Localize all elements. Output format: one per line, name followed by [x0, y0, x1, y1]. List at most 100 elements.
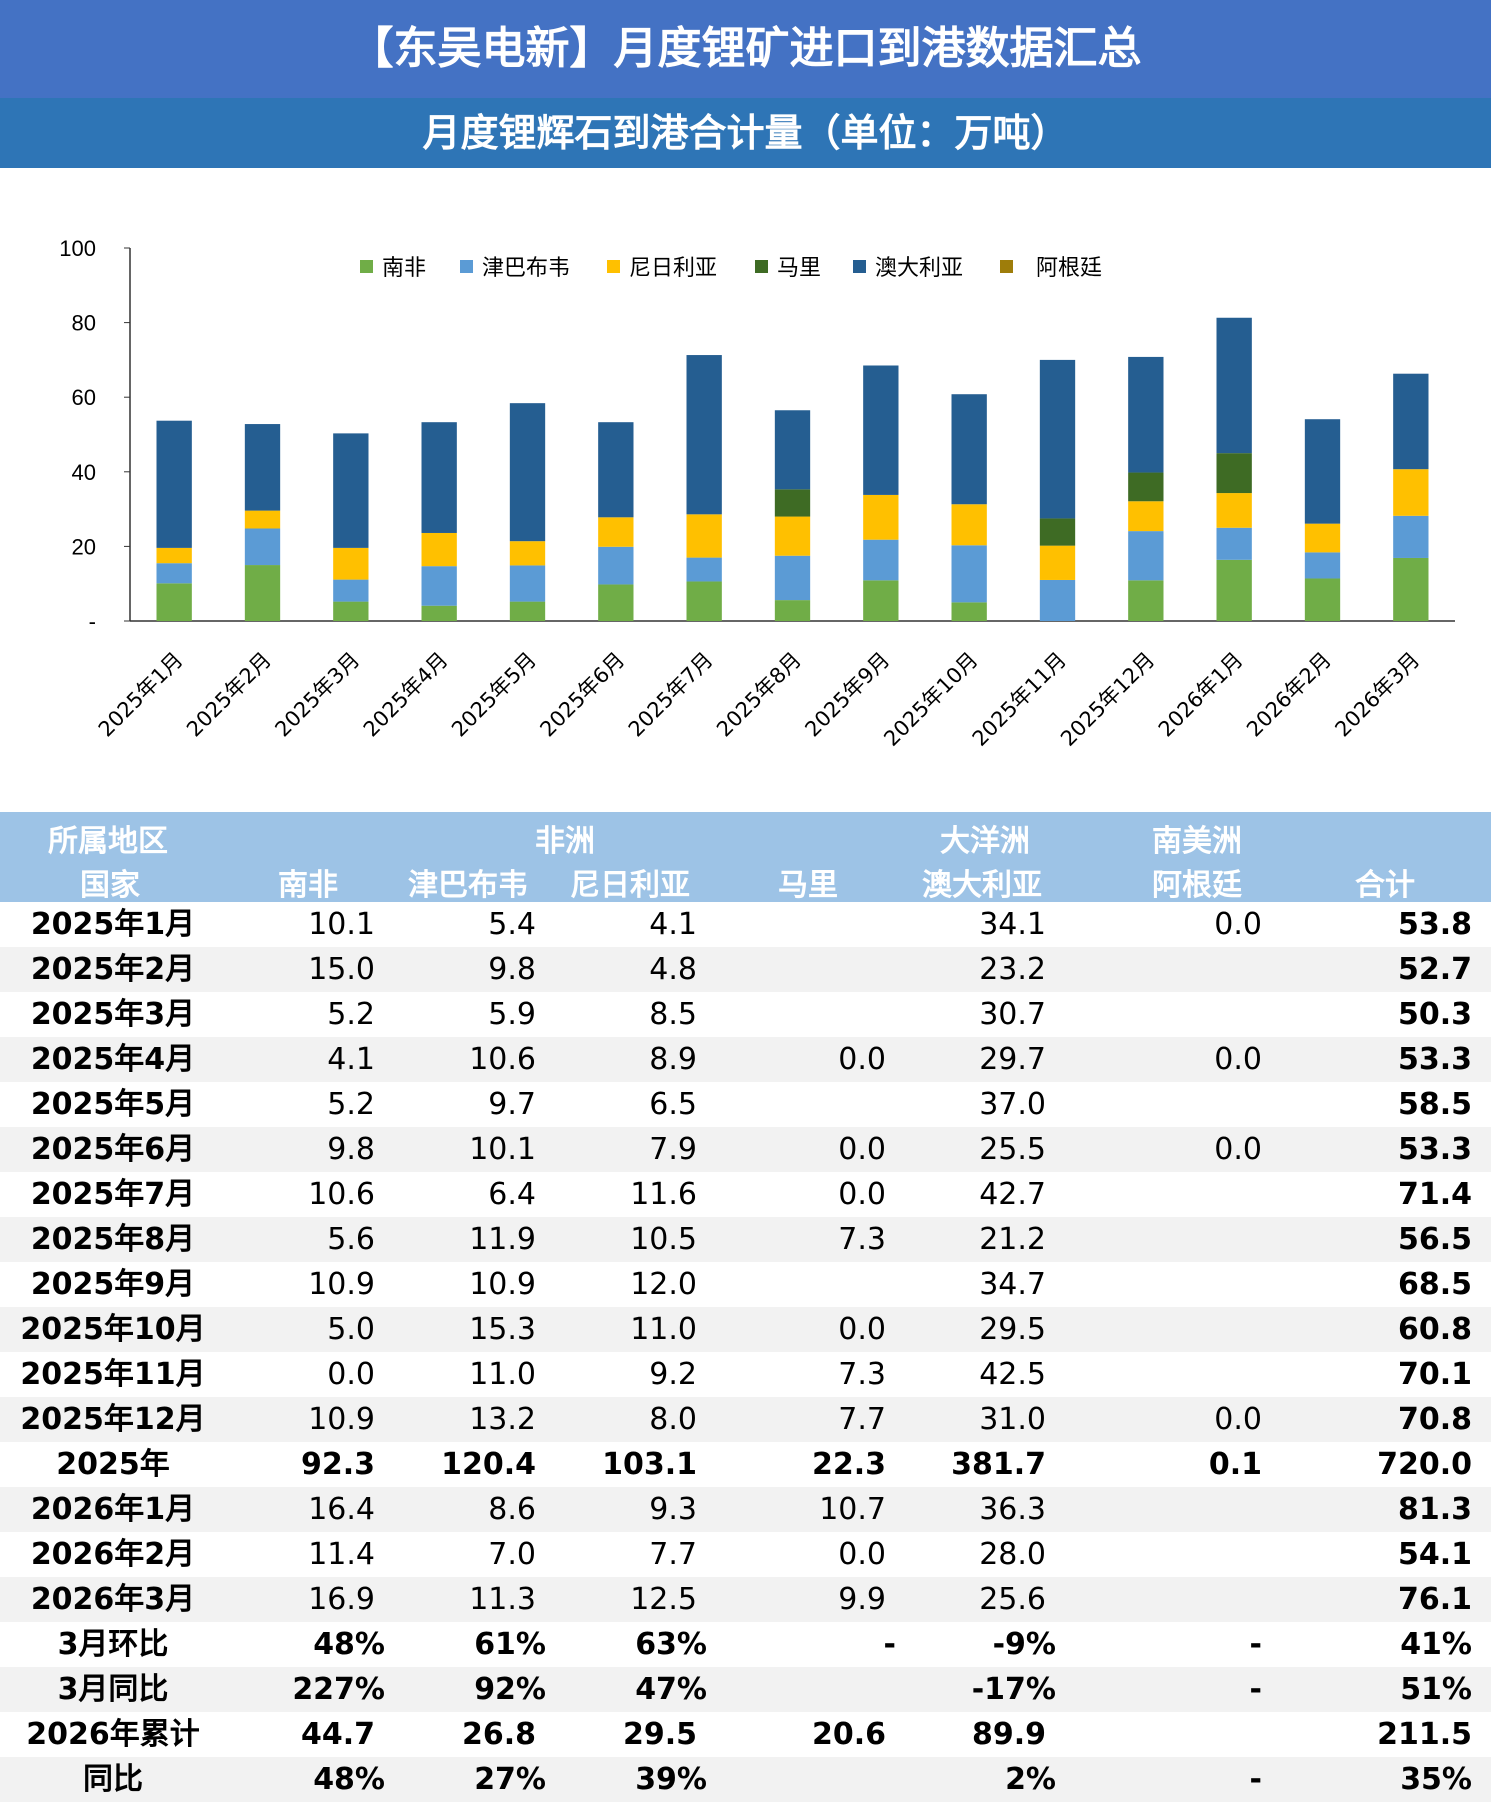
cell-尼日利亚: 8.0	[649, 1402, 697, 1437]
cell-津巴布韦: 92%	[474, 1672, 546, 1707]
header-oceania: 大洋洲	[940, 824, 1030, 859]
cell-合计: 35%	[1400, 1762, 1472, 1797]
cell-南非: 5.2	[327, 1087, 375, 1122]
table-row: 3月环比 48% 61% 63% - -9% - 41%	[0, 1622, 1491, 1667]
bar-segment-1	[863, 539, 899, 581]
bar-segment-0	[1393, 557, 1429, 621]
bar-segment-4	[333, 433, 369, 548]
bar-segment-0	[774, 600, 811, 621]
header-total: 合计	[1355, 868, 1415, 903]
bar-segment-0	[951, 602, 987, 621]
row-label: 2026年累计	[26, 1717, 200, 1752]
y-tick-label: 20	[72, 534, 96, 559]
cell-津巴布韦: 10.1	[469, 1132, 536, 1167]
cell-澳大利亚: 29.7	[979, 1042, 1046, 1077]
row-label: 同比	[83, 1762, 143, 1797]
cell-澳大利亚: 31.0	[979, 1402, 1046, 1437]
cell-合计: 41%	[1400, 1627, 1472, 1662]
cell-合计: 50.3	[1397, 997, 1472, 1032]
table-row: 2025年8月 5.6 11.9 10.5 7.3 21.2 56.5	[0, 1217, 1491, 1262]
bar-segment-3	[1128, 472, 1164, 502]
header-south-africa: 南非	[278, 868, 338, 903]
cell-马里: 22.3	[811, 1447, 886, 1482]
bar-segment-1	[333, 579, 369, 602]
cell-南非: 4.1	[327, 1042, 375, 1077]
cell-合计: 52.7	[1397, 952, 1472, 987]
cell-澳大利亚: 36.3	[979, 1492, 1046, 1527]
bar-segment-4	[1216, 317, 1252, 454]
row-label: 2025年7月	[30, 1177, 196, 1212]
x-tick-label: 2025年8月	[712, 648, 806, 742]
cell-南非: 0.0	[327, 1357, 375, 1392]
cell-合计: 53.3	[1397, 1042, 1472, 1077]
cell-津巴布韦: 10.9	[469, 1267, 536, 1302]
bar-segment-3	[774, 489, 811, 517]
row-label: 2026年3月	[30, 1582, 196, 1617]
bar-segment-4	[1039, 359, 1076, 519]
chart-subtitle: 月度锂辉石到港合计量（单位：万吨）	[0, 98, 1491, 168]
row-label: 2025年4月	[30, 1042, 196, 1077]
bar-segment-0	[1216, 559, 1252, 621]
bar-segment-4	[156, 420, 192, 548]
bar-segment-4	[244, 424, 281, 511]
x-tick-label: 2025年5月	[447, 648, 541, 742]
table-row: 2025年 92.3 120.4 103.1 22.3 381.7 0.1 720.0	[0, 1442, 1491, 1487]
x-tick-label: 2025年6月	[535, 648, 629, 742]
bar-segment-2	[1393, 469, 1429, 516]
bar-segment-2	[333, 547, 369, 580]
bar-segment-0	[863, 580, 899, 621]
cell-津巴布韦: 61%	[474, 1627, 546, 1662]
cell-阿根廷: -	[1249, 1627, 1262, 1662]
row-label: 2026年2月	[30, 1537, 196, 1572]
cell-合计: 56.5	[1397, 1222, 1472, 1257]
cell-阿根廷: 0.0	[1214, 1402, 1262, 1437]
cell-南非: 11.4	[308, 1537, 375, 1572]
cell-澳大利亚: 89.9	[971, 1717, 1046, 1752]
row-label: 3月同比	[57, 1672, 169, 1707]
row-label: 2025年	[56, 1447, 170, 1482]
stacked-bar-chart: - 20 40 60 80 100 2025年1月2025年2月2025年3月2025年4月…	[59, 236, 1455, 751]
bar-segment-4	[509, 403, 546, 542]
cell-尼日利亚: 10.5	[630, 1222, 697, 1257]
bar-segment-0	[333, 601, 369, 621]
bar-segment-2	[421, 532, 457, 567]
bar-segment-1	[244, 528, 281, 566]
bar-segment-1	[509, 565, 546, 602]
cell-津巴布韦: 11.9	[469, 1222, 536, 1257]
bar-segment-4	[1304, 419, 1341, 524]
cell-阿根廷: 0.0	[1214, 1132, 1262, 1167]
cell-合计: 70.8	[1397, 1402, 1472, 1437]
cell-南非: 10.1	[308, 907, 375, 942]
cell-澳大利亚: 381.7	[951, 1447, 1046, 1482]
table-row: 2026年2月 11.4 7.0 7.7 0.0 28.0 54.1	[0, 1532, 1491, 1577]
legend-label: 南非	[382, 256, 426, 281]
cell-马里: 0.0	[838, 1537, 886, 1572]
cell-南非: 5.6	[327, 1222, 375, 1257]
cell-马里: 7.3	[838, 1357, 886, 1392]
bar-segment-4	[1393, 373, 1429, 470]
table-header: 所属地区 非洲 大洋洲 南美洲 国家 南非 津巴布韦 尼日利亚 马里 澳大利亚 …	[0, 812, 1491, 903]
header-mali: 马里	[778, 868, 838, 903]
cell-马里: 7.7	[838, 1402, 886, 1437]
table-row: 同比 48% 27% 39% 2% - 35%	[0, 1757, 1491, 1802]
row-label: 2025年9月	[30, 1267, 196, 1302]
cell-南非: 16.9	[308, 1582, 375, 1617]
cell-马里: 10.7	[819, 1492, 886, 1527]
x-tick-label: 2025年11月	[968, 648, 1071, 751]
cell-马里: -	[883, 1627, 896, 1662]
bar-segment-2	[156, 547, 192, 564]
bar-segment-3	[1039, 518, 1076, 546]
cell-尼日利亚: 103.1	[602, 1447, 697, 1482]
cell-阿根廷: 0.0	[1214, 1042, 1262, 1077]
bar-segment-4	[863, 365, 899, 495]
cell-尼日利亚: 9.3	[649, 1492, 697, 1527]
cell-合计: 51%	[1400, 1672, 1472, 1707]
bar-segment-0	[421, 605, 457, 621]
y-tick-label: -	[89, 609, 96, 634]
row-label: 2025年10月	[20, 1312, 206, 1347]
row-label: 3月环比	[57, 1627, 169, 1662]
cell-尼日利亚: 7.7	[649, 1537, 697, 1572]
cell-马里: 9.9	[838, 1582, 886, 1617]
bar-segment-1	[1216, 527, 1252, 560]
cell-合计: 58.5	[1397, 1087, 1472, 1122]
